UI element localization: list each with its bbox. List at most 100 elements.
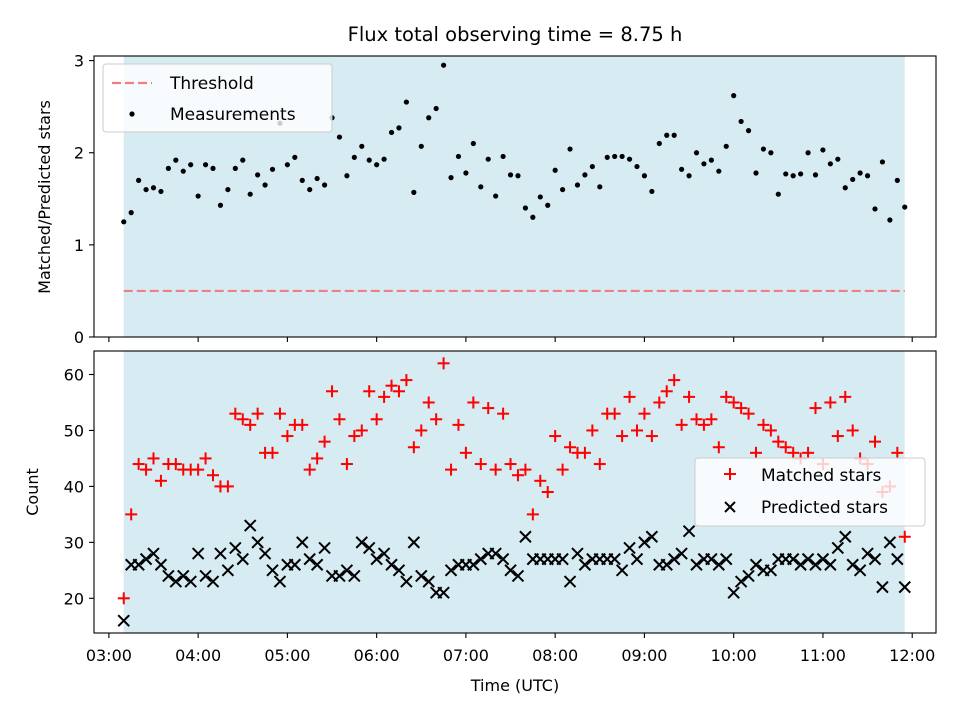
matched-star-point [519, 463, 532, 476]
predicted-star-point [377, 547, 391, 560]
matched-star-point [207, 469, 220, 482]
matched-star-point [623, 390, 636, 403]
predicted-star-point [794, 558, 807, 571]
measurement-point [307, 186, 313, 193]
predicted-star-point [258, 547, 272, 560]
matched-star-point [772, 435, 785, 448]
matched-star-point [370, 413, 383, 426]
measurement-point [426, 115, 432, 121]
predicted-star-point [720, 552, 733, 566]
predicted-star-point [489, 547, 502, 560]
measurement-point [485, 156, 491, 162]
measurement-point [121, 219, 127, 225]
matched-star-point [779, 441, 792, 454]
matched-star-point [742, 407, 755, 420]
matched-star-point [482, 402, 495, 415]
y-tick-label: 1 [74, 236, 84, 255]
measurement-point [344, 173, 350, 179]
x-tick-label: 03:00 [86, 646, 132, 665]
x-tick-label: 08:00 [532, 646, 578, 665]
matched-star-point [749, 446, 762, 459]
predicted-star-point [199, 569, 212, 583]
measurement-points [121, 62, 908, 225]
predicted-star-point [786, 552, 800, 566]
measurement-point [217, 202, 224, 208]
y-tick-label: 50 [64, 421, 84, 440]
matched-star-point [578, 446, 591, 459]
measurement-point [210, 165, 216, 171]
x-tick-label: 04:00 [175, 646, 221, 665]
measurement-point [656, 140, 662, 147]
predicted-star-point [229, 541, 242, 555]
matched-star-point [511, 469, 524, 482]
measurement-point [143, 186, 149, 193]
measurement-point [812, 172, 819, 178]
measurement-point [247, 191, 253, 197]
measurement-point [753, 170, 759, 176]
predicted-star-point [578, 558, 592, 571]
predicted-star-point [385, 558, 398, 571]
measurement-point [351, 154, 357, 160]
matched-star-point [586, 424, 599, 437]
predicted-star-point [615, 564, 629, 577]
x-tick-label: 11:00 [800, 646, 846, 665]
measurement-point [686, 173, 692, 179]
ratio-y-axis: 0 1 2 3 [74, 52, 94, 347]
chart-title: Flux total observing time = 8.75 h [348, 23, 683, 46]
predicted-star-point [682, 524, 696, 538]
measurement-point [418, 143, 424, 149]
y-tick-label: 40 [64, 477, 84, 496]
matched-star-point [727, 396, 740, 409]
matched-star-point [608, 407, 621, 420]
measurement-point [731, 93, 737, 99]
matched-star-point [735, 402, 748, 415]
measurement-point [649, 188, 655, 195]
measurement-point [299, 177, 305, 183]
matched-star-point [467, 396, 480, 409]
measurement-point [679, 166, 685, 172]
matched-star-point [660, 385, 673, 398]
predicted-star-point [273, 575, 287, 588]
measurement-point [560, 186, 566, 193]
matched-star-point [326, 385, 339, 398]
measurement-point [567, 146, 573, 152]
predicted-star-point [645, 530, 659, 543]
measurement-point [165, 165, 171, 171]
matched-star-point [712, 441, 725, 454]
predicted-star-point [169, 575, 183, 588]
measurement-point [857, 170, 863, 176]
predicted-star-point [310, 558, 324, 571]
matched-star-point [348, 430, 361, 443]
matched-star-point [147, 452, 160, 465]
legend-predicted-label: Predicted stars [761, 498, 888, 518]
predicted-star-point [638, 536, 651, 549]
predicted-star-point [340, 564, 354, 577]
matched-star-point [564, 441, 577, 454]
measurement-point [887, 217, 893, 223]
measurement-point [478, 184, 484, 190]
measurement-point [455, 153, 462, 160]
matched-star-point [593, 458, 606, 471]
measurement-point [879, 159, 886, 165]
matched-star-point [266, 446, 279, 459]
predicted-star-point [608, 552, 621, 566]
predicted-star-point [660, 558, 673, 571]
matched-star-point [154, 474, 167, 487]
matched-star-point [809, 402, 822, 415]
measurement-point [396, 125, 402, 131]
matched-star-point [549, 430, 562, 443]
measurement-point [537, 194, 543, 200]
y-tick-label: 20 [64, 589, 84, 608]
predicted-star-points [117, 519, 911, 627]
predicted-star-point [504, 564, 517, 577]
predicted-star-point [705, 552, 718, 566]
matched-star-point [474, 458, 487, 471]
matched-star-point [392, 385, 405, 398]
measurement-point [745, 128, 752, 134]
x-tick-label: 06:00 [354, 646, 400, 665]
predicted-star-point [474, 552, 487, 566]
matched-star-point [422, 396, 435, 409]
matched-star-point [891, 446, 904, 459]
measurement-point [582, 172, 588, 178]
